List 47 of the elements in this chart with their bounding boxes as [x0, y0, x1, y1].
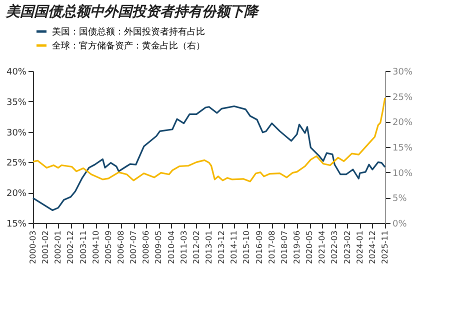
x-tick-label: 2000-03 [28, 230, 38, 264]
y2-tick-label: 15% [392, 144, 413, 154]
x-tick-label: 2019-06 [292, 230, 302, 264]
y2-tick-label: 5% [392, 194, 408, 204]
x-tick-label: 2007-07 [129, 230, 138, 264]
y-tick-label: 20% [6, 189, 27, 200]
x-tick-label: 2013-12 [217, 230, 226, 264]
x-tick-label: 2016-09 [254, 230, 264, 264]
y2-tick-label: 30% [392, 68, 413, 78]
y2-tick-label: 25% [392, 92, 413, 103]
x-tick-label: 2018-07 [280, 230, 289, 264]
y-tick-label: 25% [6, 158, 27, 169]
x-tick-label: 2021-04 [318, 230, 327, 264]
y2-tick-label: 10% [392, 168, 413, 179]
x-tick-label: 2022-03 [330, 230, 340, 264]
x-tick-label: 2013-01 [204, 230, 214, 264]
x-tick-label: 2010-04 [166, 230, 176, 264]
line-series [32, 105, 386, 212]
x-tick-label: 2005-09 [104, 230, 113, 264]
x-tick-label: 2024-01 [355, 230, 364, 264]
x-tick-label: 2008-06 [142, 230, 151, 264]
x-tick-label: 2002-12 [66, 230, 76, 264]
x-tick-label: 2004-10 [91, 230, 100, 264]
x-tick-label: 2023-02 [342, 230, 352, 264]
chart-title: 美国国债总额中外国投资者持有份额下降 [4, 3, 260, 20]
x-tick-label: 2006-08 [116, 230, 126, 264]
x-tick-label: 2002-01 [54, 230, 63, 264]
x-tick-label: 2025-11 [380, 230, 390, 264]
x-tick-label: 2017-08 [267, 230, 276, 264]
y-tick-label: 30% [6, 128, 27, 138]
y-tick-label: 35% [6, 98, 27, 108]
x-tick-label: 2014-11 [230, 230, 239, 264]
x-tick-label: 2011-03 [179, 230, 188, 264]
y-tick-label: 40% [6, 68, 27, 78]
y2-tick-label: 20% [392, 118, 413, 128]
y-tick-label: 15% [6, 220, 27, 230]
x-tick-label: 2001-02 [41, 230, 50, 264]
x-tick-label: 2020-05 [305, 230, 314, 264]
line-series [32, 97, 386, 182]
x-tick-label: 2015-10 [242, 230, 252, 264]
x-tick-label: 2024-12 [368, 230, 377, 264]
legend-label: 美国：国债总额：外国投资者持有占比 [52, 26, 205, 38]
y2-tick-label: 0% [392, 220, 408, 230]
legend-label: 全球：官方储备资产：黄金占比（右） [52, 40, 205, 52]
x-tick-label: 2012-02 [192, 230, 201, 264]
x-tick-label: 2003-11 [78, 230, 88, 264]
x-tick-label: 2009-05 [154, 230, 164, 264]
